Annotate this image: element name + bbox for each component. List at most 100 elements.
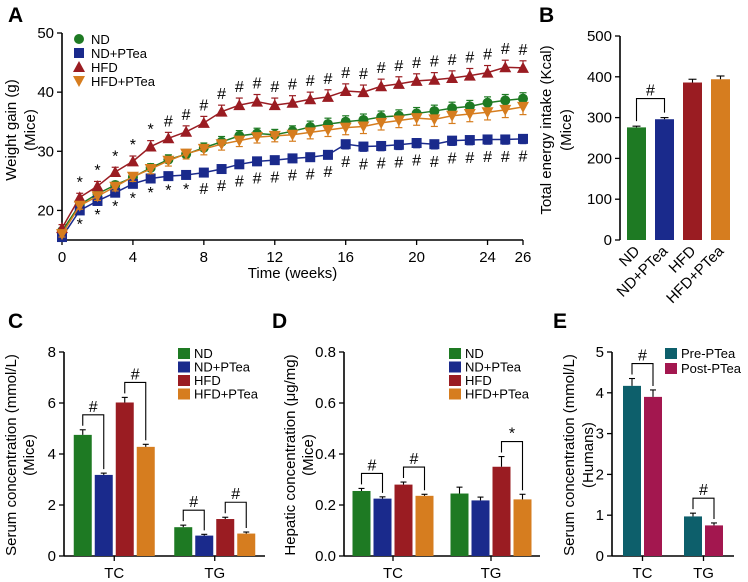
data-point — [321, 90, 334, 102]
data-point — [393, 139, 404, 150]
data-point — [197, 143, 210, 155]
significance-mark: # — [699, 482, 708, 499]
bar-tc-hfd — [115, 402, 134, 556]
bar-nd — [627, 127, 646, 240]
hash-mark-top: # — [182, 107, 191, 124]
y-axis-sublabel: (Humans) — [580, 422, 597, 488]
y-tick-label: 5 — [596, 344, 604, 361]
panel-a-chart: 20 30 40 50 0 4 8 12 16 20 24 26 Time (weeks) Weight … — [3, 25, 531, 282]
panel-c-chart: 0 2 4 6 8 Serum concentration (mmol/L) (Mice) T… — [3, 344, 265, 582]
star-mark-top: * — [77, 174, 83, 191]
x-axis-label: Time (weeks) — [248, 265, 337, 282]
data-point — [517, 61, 529, 73]
data-point — [73, 76, 85, 87]
y-axis-sublabel: (Mice) — [22, 109, 39, 151]
data-point — [464, 101, 475, 112]
data-point — [463, 69, 476, 81]
legend-label: HFD+PTea — [91, 74, 156, 89]
data-point — [268, 130, 281, 142]
significance-bracket — [631, 362, 654, 386]
y-tick-label: 100 — [587, 191, 612, 208]
data-point — [144, 140, 157, 152]
hash-mark-bottom: # — [217, 178, 226, 195]
hash-mark-bottom: # — [253, 170, 262, 187]
significance-mark: # — [131, 366, 140, 383]
data-point — [446, 110, 459, 122]
hash-mark-bottom: # — [394, 155, 403, 172]
data-point — [215, 105, 228, 117]
y-axis-label: Serum concentration (mmol/L) — [561, 354, 578, 556]
data-point — [216, 164, 227, 175]
y-tick-label: 3 — [596, 426, 604, 443]
bar-tg-hfd — [216, 519, 235, 556]
data-point — [126, 155, 139, 167]
significance-bracket — [124, 381, 147, 441]
legend-label: ND+PTea — [91, 46, 148, 61]
y-tick-label: 0.4 — [315, 446, 336, 463]
data-point — [518, 93, 528, 104]
y-tick-label: 8 — [48, 344, 56, 361]
star-mark-top: * — [130, 137, 136, 154]
legend-label: ND+PTea — [194, 360, 251, 375]
data-point — [499, 61, 512, 73]
x-tick-label: 4 — [129, 249, 137, 266]
x-tick-label: TC — [633, 565, 653, 582]
star-mark-top: * — [148, 122, 154, 139]
data-point — [500, 95, 511, 106]
data-point — [304, 93, 317, 105]
panel-letter-a: A — [8, 4, 23, 27]
significance-bracket — [402, 466, 426, 491]
data-point — [410, 74, 423, 86]
significance-mark: * — [509, 426, 515, 443]
y-tick-label: 200 — [587, 150, 612, 167]
bar-tg-post-ptea — [705, 525, 723, 556]
data-point — [73, 61, 85, 72]
data-point — [447, 103, 458, 114]
bar-tc-hfd — [394, 484, 413, 556]
data-point — [127, 178, 138, 189]
y-tick-label: 2 — [48, 497, 56, 514]
hash-mark-top: # — [324, 71, 333, 88]
data-point — [481, 66, 494, 78]
hash-mark-bottom: # — [377, 156, 386, 173]
panel-b-chart: 0 100 200 300 400 500 Total energy intake (Kca… — [538, 28, 730, 307]
bar-hfd-ptea — [711, 79, 730, 240]
star-mark-bottom: * — [148, 185, 154, 202]
data-point — [357, 121, 370, 133]
panel-letter-e: E — [553, 310, 567, 333]
legend-label: HFD — [194, 373, 221, 388]
star-mark-bottom: * — [183, 181, 189, 198]
hash-mark-bottom: # — [448, 150, 457, 167]
y-tick-label: 0 — [604, 232, 612, 249]
y-axis-sublabel: (Mice) — [558, 109, 575, 151]
data-point — [482, 134, 493, 145]
hash-mark-bottom: # — [270, 169, 279, 186]
hash-mark-top: # — [306, 73, 315, 90]
y-tick-label: 0.2 — [315, 497, 336, 514]
data-point — [74, 48, 84, 58]
y-tick-label: 0 — [48, 548, 56, 565]
data-point — [197, 116, 210, 128]
y-axis-label: Total energy intake (Kcal) — [538, 45, 555, 214]
y-tick-label: 50 — [37, 25, 54, 42]
significance-bracket — [182, 509, 205, 531]
data-point — [447, 135, 458, 146]
x-tick-label: TG — [481, 565, 502, 582]
bar-tg-hfd-ptea — [513, 499, 532, 556]
hash-mark-top: # — [288, 77, 297, 94]
series-hfd-ptea — [56, 101, 529, 241]
data-point — [251, 95, 264, 107]
star-mark-bottom: * — [77, 216, 83, 233]
x-tick-label: TC — [104, 565, 124, 582]
significance-mark: # — [231, 486, 240, 503]
significance-bracket — [635, 98, 666, 122]
hash-mark-bottom: # — [288, 168, 297, 185]
star-mark-bottom: * — [112, 199, 118, 216]
data-point — [517, 101, 529, 113]
hash-mark-bottom: # — [324, 164, 333, 181]
hash-mark-bottom: # — [359, 156, 368, 173]
data-point — [91, 180, 104, 192]
data-point — [340, 139, 351, 150]
